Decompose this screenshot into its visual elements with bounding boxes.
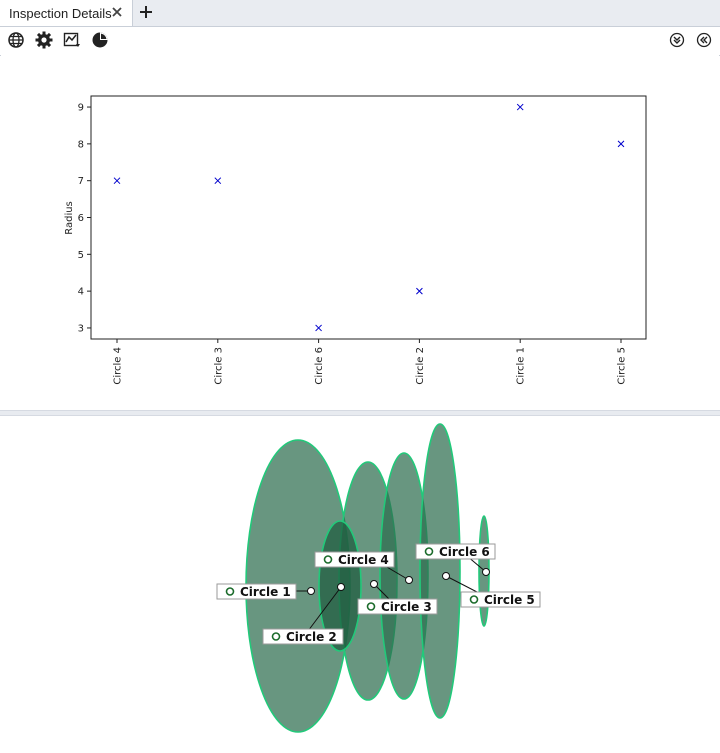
circle-viewer[interactable]: Circle 1 Circle 2 Circle 3 Circle 4 Circ…: [0, 416, 720, 748]
x-tick-label: Circle 3: [213, 347, 224, 385]
data-point-marker: [416, 287, 423, 295]
x-tick-label: Circle 4: [113, 347, 124, 385]
add-tab-icon[interactable]: [138, 4, 154, 20]
y-tick-label: 7: [78, 176, 84, 187]
collapse-down-icon[interactable]: [668, 31, 686, 49]
tab-bar: Inspection Details: [0, 0, 720, 27]
label-circle-4[interactable]: Circle 4: [314, 551, 395, 568]
close-icon[interactable]: [110, 5, 124, 19]
label-circle-1[interactable]: Circle 1: [216, 583, 297, 600]
label-circle-2[interactable]: Circle 2: [262, 628, 344, 645]
label-circle-1-text: Circle 1: [240, 585, 291, 599]
globe-icon[interactable]: [7, 31, 25, 49]
x-tick-label: Circle 2: [415, 347, 426, 385]
gear-icon[interactable]: [35, 31, 53, 49]
tab-inspection-details[interactable]: Inspection Details: [0, 0, 133, 26]
y-tick-label: 8: [78, 139, 84, 150]
label-circle-5[interactable]: Circle 5: [460, 591, 541, 608]
data-point-marker: [516, 103, 524, 111]
label-circle-6-text: Circle 6: [439, 545, 490, 559]
panel-splitter[interactable]: [0, 410, 720, 416]
y-axis-label: Radius: [64, 201, 75, 235]
y-tick-label: 6: [78, 213, 84, 224]
y-tick-label: 5: [78, 250, 84, 261]
label-circle-2-text: Circle 2: [286, 630, 337, 644]
x-tick-label: Circle 1: [516, 347, 527, 385]
y-tick-label: 9: [78, 103, 84, 114]
data-point-marker: [113, 177, 121, 185]
data-point-marker: [617, 140, 625, 148]
viewer-panel: Circle 1 Circle 2 Circle 3 Circle 4 Circ…: [0, 416, 720, 748]
tab-title: Inspection Details: [9, 5, 112, 21]
label-circle-5-text: Circle 5: [484, 593, 535, 607]
label-circle-3[interactable]: Circle 3: [357, 598, 438, 615]
label-circle-3-text: Circle 3: [381, 600, 432, 614]
toolbar: [0, 27, 720, 55]
label-circle-4-text: Circle 4: [338, 553, 389, 567]
radius-chart: 3 4 5 6 7 8 9 Circle 4 Circle 3 Circle 6 Circle 2…: [64, 95, 647, 385]
x-tick-label: Circle 5: [617, 347, 628, 385]
data-point-marker: [214, 177, 222, 185]
y-tick-label: 3: [78, 323, 84, 334]
pie-chart-icon[interactable]: [91, 31, 109, 49]
chart-panel: 3 4 5 6 7 8 9 Circle 4 Circle 3 Circle 6 Circle 2…: [0, 56, 720, 410]
data-point-marker: [315, 324, 322, 332]
x-tick-label: Circle 6: [314, 347, 325, 385]
y-tick-label: 4: [78, 287, 84, 298]
circle-5-shape[interactable]: [419, 423, 461, 719]
collapse-left-icon[interactable]: [695, 31, 713, 49]
line-chart-icon[interactable]: [63, 31, 81, 49]
plot-area: [90, 95, 647, 340]
label-circle-6[interactable]: Circle 6: [415, 543, 496, 560]
